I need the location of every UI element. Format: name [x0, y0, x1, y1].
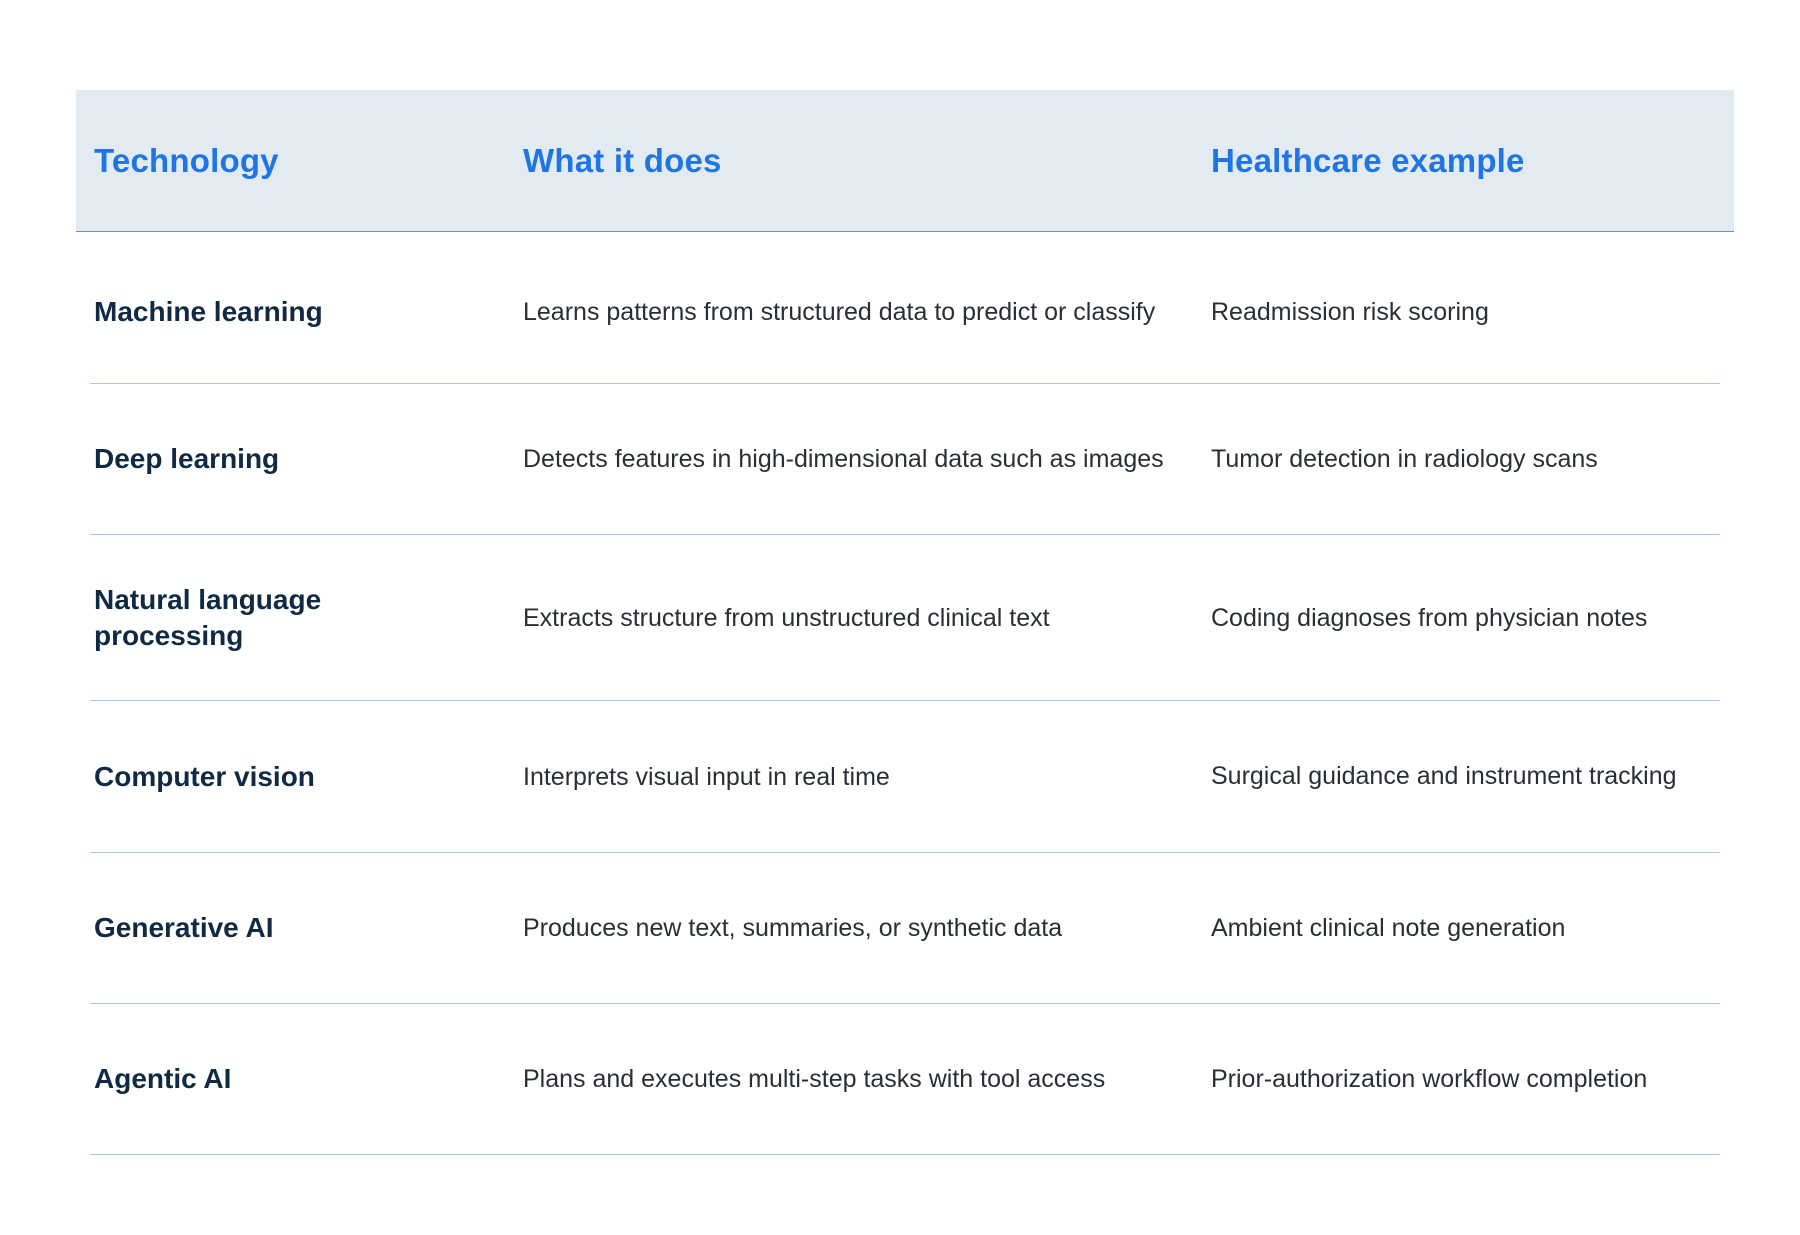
healthcare-example-cell: Prior-authorization workflow completion	[1211, 1065, 1648, 1093]
technology-cell: Computer vision	[94, 760, 315, 792]
table-header-row: Technology What it does Healthcare examp…	[76, 90, 1734, 232]
healthcare-example-cell: Ambient clinical note generation	[1211, 914, 1566, 942]
what-it-does-cell: Learns patterns from structured data to …	[523, 297, 1156, 326]
ai-technology-table: Technology What it does Healthcare examp…	[76, 90, 1734, 1155]
table-row: Agentic AI Plans and executes multi-step…	[90, 1004, 1720, 1155]
technology-cell: Machine learning	[94, 295, 323, 327]
technology-cell: Deep learning	[94, 443, 280, 474]
table-body: Machine learning Learns patterns from st…	[90, 232, 1720, 1155]
what-it-does-cell: Interprets visual input in real time	[523, 762, 890, 791]
header-technology: Technology	[94, 141, 279, 179]
healthcare-example-cell: Readmission risk scoring	[1211, 297, 1489, 326]
what-it-does-cell: Detects features in high-dimensional dat…	[523, 445, 1164, 473]
technology-cell: Natural language processing	[94, 583, 322, 651]
what-it-does-cell: Produces new text, summaries, or synthet…	[523, 914, 1063, 942]
what-it-does-cell: Plans and executes multi-step tasks with…	[523, 1065, 1106, 1093]
table-row: Deep learning Detects features in high-d…	[90, 384, 1720, 535]
table-row: Machine learning Learns patterns from st…	[90, 232, 1720, 384]
header-what-it-does: What it does	[523, 141, 722, 179]
healthcare-example-cell: Coding diagnoses from physician notes	[1211, 603, 1648, 632]
technology-cell: Generative AI	[94, 912, 274, 943]
table-row: Natural language processing Extracts str…	[90, 535, 1720, 701]
healthcare-example-cell: Surgical guidance and instrument trackin…	[1211, 762, 1677, 790]
table-row: Generative AI Produces new text, summari…	[90, 853, 1720, 1004]
technology-cell: Agentic AI	[94, 1063, 232, 1094]
what-it-does-cell: Extracts structure from unstructured cli…	[523, 603, 1050, 632]
healthcare-example-cell: Tumor detection in radiology scans	[1211, 445, 1598, 473]
header-healthcare-example: Healthcare example	[1211, 141, 1525, 179]
table-row: Computer vision Interprets visual input …	[90, 701, 1720, 853]
